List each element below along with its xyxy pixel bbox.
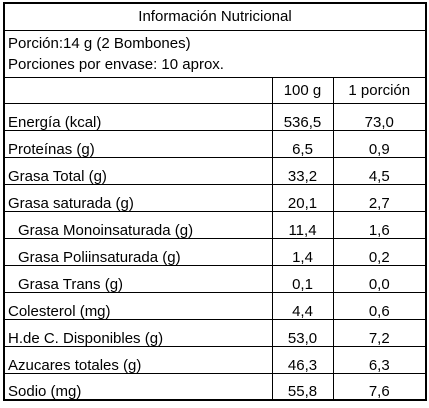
nutrient-label: Grasa Trans (g) — [3, 264, 273, 293]
column-header-row: 100 g 1 porción — [3, 76, 427, 104]
value-per-portion: 7,2 — [332, 318, 427, 347]
table-title: Información Nutricional — [3, 2, 427, 31]
value-per-portion: 2,7 — [332, 183, 427, 212]
value-per-100g: 53,0 — [271, 318, 334, 347]
table-row: Grasa Poliinsaturada (g) 1,4 0,2 — [3, 237, 427, 266]
title-row: Información Nutricional — [3, 2, 427, 31]
value-per-portion: 73,0 — [332, 102, 427, 131]
nutrient-label: Grasa Poliinsaturada (g) — [3, 237, 273, 266]
value-per-100g: 46,3 — [271, 345, 334, 374]
nutrient-label: Grasa Total (g) — [3, 156, 273, 185]
value-per-100g: 33,2 — [271, 156, 334, 185]
table-row: Colesterol (mg) 4,4 0,6 — [3, 291, 427, 320]
column-header-blank — [3, 76, 273, 104]
value-per-100g: 55,8 — [271, 372, 334, 401]
column-header-portion: 1 porción — [332, 76, 427, 104]
servings-per-package: Porciones por envase: 10 aprox. — [8, 55, 224, 73]
value-per-portion: 0,2 — [332, 237, 427, 266]
nutrient-label: Grasa saturada (g) — [3, 183, 273, 212]
value-per-100g: 6,5 — [271, 129, 334, 158]
serving-row: Porción:14 g (2 Bombones) Porciones por … — [3, 29, 427, 78]
value-per-100g: 536,5 — [271, 102, 334, 131]
table-row: Energía (kcal) 536,5 73,0 — [3, 102, 427, 131]
column-header-100g: 100 g — [271, 76, 334, 104]
table-row: Grasa Trans (g) 0,1 0,0 — [3, 264, 427, 293]
table-row: Grasa Total (g) 33,2 4,5 — [3, 156, 427, 185]
value-per-portion: 6,3 — [332, 345, 427, 374]
nutrition-table: Información Nutricional Porción:14 g (2 … — [3, 2, 428, 401]
nutrient-label: Proteínas (g) — [3, 129, 273, 158]
value-per-100g: 11,4 — [271, 210, 334, 239]
value-per-portion: 4,5 — [332, 156, 427, 185]
value-per-portion: 0,6 — [332, 291, 427, 320]
table-row: Proteínas (g) 6,5 0,9 — [3, 129, 427, 158]
value-per-100g: 0,1 — [271, 264, 334, 293]
serving-info: Porción:14 g (2 Bombones) Porciones por … — [3, 29, 427, 78]
value-per-100g: 1,4 — [271, 237, 334, 266]
value-per-100g: 4,4 — [271, 291, 334, 320]
value-per-portion: 1,6 — [332, 210, 427, 239]
table-row: H.de C. Disponibles (g) 53,0 7,2 — [3, 318, 427, 347]
table-row: Grasa saturada (g) 20,1 2,7 — [3, 183, 427, 212]
value-per-portion: 7,6 — [332, 372, 427, 401]
value-per-100g: 20,1 — [271, 183, 334, 212]
value-per-portion: 0,9 — [332, 129, 427, 158]
nutrient-label: Sodio (mg) — [3, 372, 273, 401]
table-row: Grasa Monoinsaturada (g) 11,4 1,6 — [3, 210, 427, 239]
nutrient-label: Colesterol (mg) — [3, 291, 273, 320]
table-row: Azucares totales (g) 46,3 6,3 — [3, 345, 427, 374]
serving-portion: Porción:14 g (2 Bombones) — [8, 34, 191, 52]
nutrient-label: Azucares totales (g) — [3, 345, 273, 374]
table-row: Sodio (mg) 55,8 7,6 — [3, 372, 427, 401]
nutrient-label: Grasa Monoinsaturada (g) — [3, 210, 273, 239]
nutrient-label: Energía (kcal) — [3, 102, 273, 131]
value-per-portion: 0,0 — [332, 264, 427, 293]
nutrient-label: H.de C. Disponibles (g) — [3, 318, 273, 347]
